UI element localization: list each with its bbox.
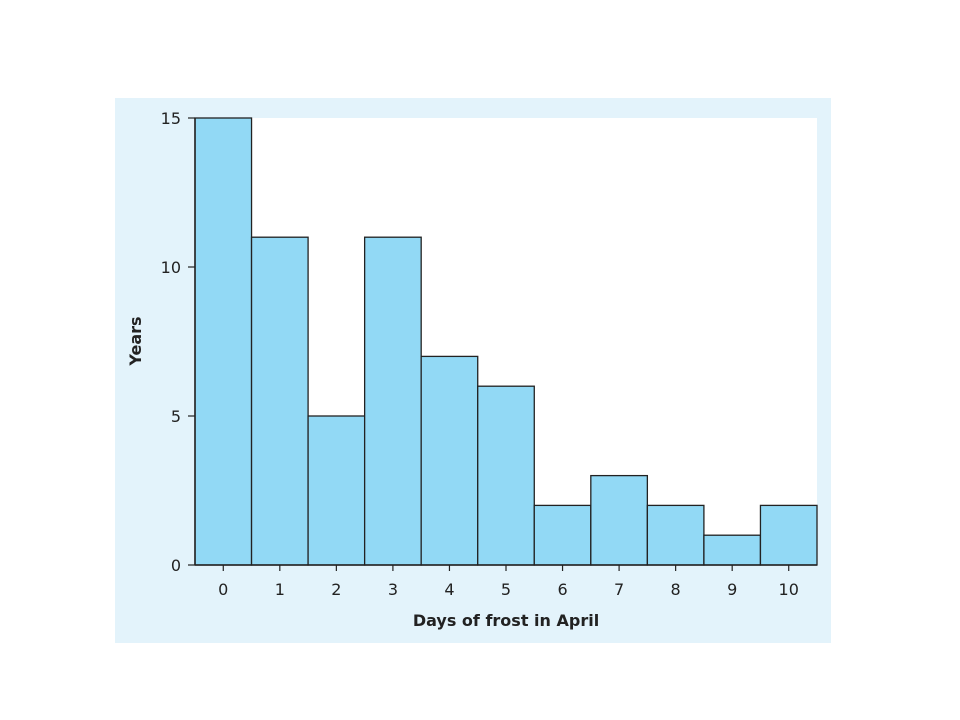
- bar-6: [533, 504, 592, 566]
- y-axis-title: Years: [126, 316, 145, 366]
- bar-8: [646, 504, 705, 566]
- bar-4: [420, 355, 479, 566]
- bar-9: [703, 534, 762, 566]
- x-tick-label-6: 6: [557, 580, 567, 599]
- histogram-chart: 0 1 2 3 4 5 6 7 8 9 10 0 5 10 15 Days of frost in Apr…: [126, 109, 818, 630]
- x-tick-label-1: 1: [275, 580, 285, 599]
- x-tick-label-7: 7: [614, 580, 624, 599]
- axes-group: [188, 117, 817, 571]
- bar-5: [477, 385, 535, 566]
- x-tick-label-8: 8: [671, 580, 681, 599]
- x-tick-labels: 0 1 2 3 4 5 6 7 8 9 10: [218, 580, 799, 599]
- bar-3: [363, 236, 422, 566]
- x-tick-label-9: 9: [727, 580, 737, 599]
- bar-1: [250, 236, 309, 566]
- x-axis-title: Days of frost in April: [413, 611, 599, 630]
- y-tick-label-10: 10: [161, 258, 181, 277]
- x-tick-label-4: 4: [444, 580, 454, 599]
- x-tick-label-2: 2: [331, 580, 341, 599]
- y-tick-label-15: 15: [161, 109, 181, 128]
- y-tick-label-0: 0: [171, 556, 181, 575]
- x-tick-label-0: 0: [218, 580, 228, 599]
- bars-group: [194, 117, 818, 566]
- figure-panel: 0 1 2 3 4 5 6 7 8 9 10 0 5 10 15 Days of frost in Apr…: [115, 98, 831, 643]
- bar-10: [759, 504, 818, 566]
- bar-2: [307, 415, 366, 566]
- x-tick-label-5: 5: [501, 580, 511, 599]
- x-tick-label-10: 10: [779, 580, 799, 599]
- y-tick-label-5: 5: [171, 407, 181, 426]
- bar-0: [194, 117, 253, 566]
- bar-7: [590, 474, 649, 566]
- x-tick-label-3: 3: [388, 580, 398, 599]
- y-tick-labels: 0 5 10 15: [161, 109, 181, 575]
